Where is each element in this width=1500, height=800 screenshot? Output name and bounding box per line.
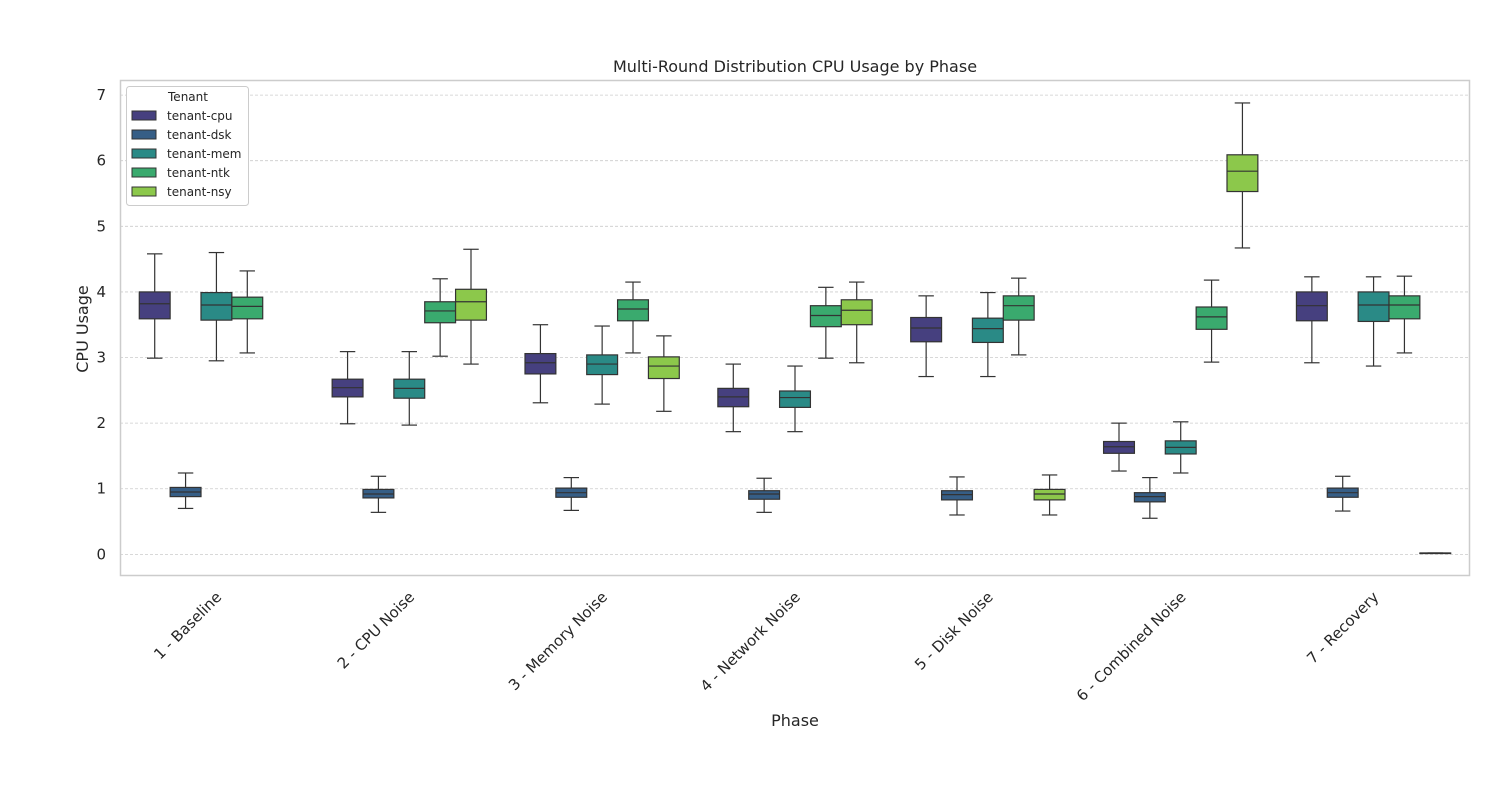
- x-tick-label-3: 4 - Network Noise: [697, 588, 804, 695]
- box-tenant-dsk-6: [1326, 475, 1359, 512]
- box-body: [1195, 306, 1228, 330]
- box-tenant-cpu-2: [524, 324, 557, 404]
- box-tenant-cpu-0: [138, 253, 171, 359]
- legend-label-tenant-mem: tenant-mem: [167, 147, 241, 161]
- box-body: [1226, 154, 1259, 193]
- box-body: [1388, 295, 1421, 320]
- y-tick-label-6: 6: [96, 152, 106, 170]
- box-tenant-nsy-5: [1226, 102, 1259, 249]
- legend-label-tenant-dsk: tenant-dsk: [167, 128, 232, 142]
- x-tick-label-0: 1 - Baseline: [150, 588, 225, 663]
- box-tenant-ntk-0: [231, 270, 264, 354]
- box-tenant-cpu-4: [910, 295, 943, 378]
- box-tenant-mem-3: [778, 365, 812, 433]
- box-tenant-dsk-4: [940, 476, 974, 516]
- box-body: [748, 490, 781, 500]
- legend-title: Tenant: [167, 90, 208, 104]
- box-body: [809, 305, 842, 328]
- chart-title: Multi-Round Distribution CPU Usage by Ph…: [613, 57, 977, 76]
- box-tenant-mem-0: [200, 251, 233, 362]
- y-tick-label-1: 1: [96, 480, 106, 498]
- box-body: [840, 299, 873, 326]
- box-body: [424, 301, 457, 324]
- box-body: [717, 387, 750, 408]
- box-tenant-dsk-2: [555, 476, 588, 511]
- box-tenant-cpu-6: [1295, 276, 1328, 364]
- x-ticks: 1 - Baseline 2 - CPU Noise 3 - Memory Nois…: [150, 588, 1382, 705]
- box-tenant-mem-5: [1164, 421, 1197, 474]
- box-body: [1357, 291, 1390, 323]
- box-tenant-nsy-1: [454, 248, 488, 365]
- box-tenant-ntk-4: [1002, 277, 1035, 356]
- box-body: [200, 291, 233, 321]
- box-tenant-mem-4: [971, 291, 1004, 378]
- box-body: [1133, 492, 1166, 503]
- box-tenant-mem-2: [586, 325, 619, 405]
- box-tenant-dsk-3: [748, 477, 781, 513]
- y-axis-title: CPU Usage: [73, 285, 92, 372]
- box-series: [138, 102, 1452, 555]
- legend-swatch-tenant-cpu: [131, 110, 157, 121]
- box-body: [586, 354, 619, 376]
- box-tenant-dsk-5: [1133, 476, 1166, 519]
- box-tenant-cpu-3: [717, 363, 750, 433]
- box-tenant-nsy-2: [647, 335, 680, 412]
- legend-label-tenant-nsy: tenant-nsy: [167, 185, 232, 199]
- box-tenant-cpu-5: [1102, 422, 1136, 472]
- legend-swatch-tenant-ntk: [131, 167, 157, 178]
- box-body: [1002, 295, 1035, 321]
- y-tick-label-4: 4: [96, 283, 106, 301]
- box-body: [1295, 291, 1328, 322]
- box-body: [971, 317, 1004, 344]
- legend-swatch-tenant-nsy: [131, 186, 157, 197]
- y-tick-label-0: 0: [96, 545, 106, 563]
- plot-frame: [119, 79, 1471, 577]
- x-tick-label-6: 7 - Recovery: [1303, 588, 1382, 667]
- y-tick-label-3: 3: [96, 349, 106, 367]
- box-tenant-ntk-6: [1388, 275, 1421, 354]
- box-tenant-ntk-2: [616, 281, 650, 354]
- x-tick-label-1: 2 - CPU Noise: [334, 588, 418, 672]
- y-tick-label-5: 5: [96, 217, 106, 235]
- box-body: [647, 356, 680, 380]
- legend-swatch-tenant-dsk: [131, 129, 157, 140]
- box-body: [454, 288, 488, 321]
- box-tenant-nsy-4: [1033, 474, 1066, 516]
- legend-label-tenant-ntk: tenant-ntk: [167, 166, 230, 180]
- box-body: [138, 291, 171, 320]
- legend-label-tenant-cpu: tenant-cpu: [167, 109, 233, 123]
- box-tenant-dsk-1: [362, 475, 395, 513]
- legend-frame: [126, 86, 249, 206]
- x-tick-label-2: 3 - Memory Noise: [505, 588, 611, 694]
- box-tenant-ntk-5: [1195, 279, 1228, 363]
- legend: Tenant tenant-cpu tenant-dsk tenant-mem ten…: [126, 86, 249, 206]
- box-tenant-nsy-3: [840, 281, 873, 364]
- legend-swatch-tenant-mem: [131, 148, 157, 159]
- box-tenant-cpu-1: [331, 351, 364, 425]
- x-tick-label-4: 5 - Disk Noise: [911, 588, 997, 674]
- x-axis-title: Phase: [771, 711, 819, 730]
- box-body: [940, 490, 974, 501]
- box-tenant-mem-1: [393, 351, 426, 426]
- box-body: [616, 299, 650, 322]
- y-tick-label-2: 2: [96, 414, 106, 432]
- box-body: [1102, 440, 1136, 454]
- box-tenant-ntk-3: [809, 286, 842, 359]
- box-tenant-dsk-0: [169, 472, 202, 510]
- y-ticks: 0 1 2 3 4 5 6 7: [96, 86, 106, 563]
- box-tenant-nsy-6: [1419, 552, 1452, 555]
- box-body: [524, 352, 557, 375]
- x-tick-label-5: 6 - Combined Noise: [1073, 588, 1190, 705]
- y-tick-label-7: 7: [96, 86, 106, 104]
- box-body: [231, 296, 264, 320]
- box-body: [778, 390, 812, 408]
- box-body: [1033, 488, 1066, 501]
- box-body: [910, 316, 943, 343]
- box-tenant-mem-6: [1357, 276, 1390, 367]
